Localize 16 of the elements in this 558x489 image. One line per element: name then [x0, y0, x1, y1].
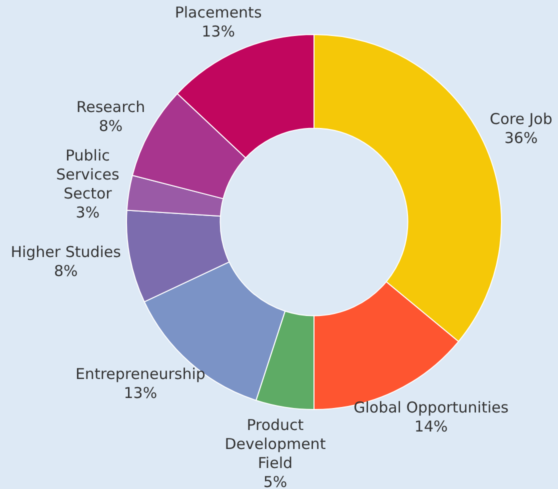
data-label: 8% — [98, 117, 123, 136]
slice-label: Placements — [174, 4, 262, 22]
data-label: 14% — [414, 417, 448, 436]
data-label: 13% — [124, 384, 158, 402]
data-label: 13% — [202, 22, 235, 41]
slice-label: Global Opportunities — [354, 398, 509, 416]
data-label: 3% — [76, 204, 100, 222]
slice-label: Core Job — [490, 110, 552, 128]
data-label: 5% — [263, 472, 288, 489]
data-label: 36% — [504, 129, 538, 148]
slice-label: Higher Studies — [10, 242, 122, 261]
slice-label: Entrepreneurship — [75, 364, 206, 383]
slice-label: Public Services Sector — [56, 146, 120, 203]
slice-label: Product Development Field — [224, 416, 326, 472]
data-label: 8% — [54, 262, 78, 280]
slice-label: Research — [76, 98, 146, 116]
